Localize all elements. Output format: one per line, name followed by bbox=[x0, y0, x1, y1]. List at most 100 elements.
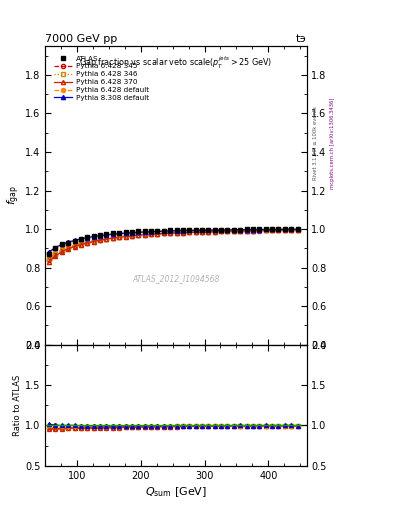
Pythia 6.428 370 bbox=[206, 229, 211, 235]
Pythia 6.428 346 bbox=[47, 256, 51, 262]
Pythia 6.428 370 bbox=[238, 228, 242, 234]
Pythia 6.428 default bbox=[97, 233, 102, 239]
Pythia 6.428 345 bbox=[244, 228, 249, 234]
Pythia 6.428 370 bbox=[149, 231, 153, 238]
Pythia 6.428 default bbox=[187, 227, 192, 233]
Pythia 8.308 default bbox=[168, 228, 173, 234]
Pythia 8.308 default bbox=[130, 230, 134, 236]
Pythia 6.428 346 bbox=[149, 231, 153, 237]
Pythia 6.428 345 bbox=[85, 240, 90, 246]
Pythia 6.428 370 bbox=[123, 233, 128, 240]
Pythia 6.428 346 bbox=[174, 230, 179, 236]
Pythia 6.428 345 bbox=[91, 238, 96, 244]
Pythia 8.308 default bbox=[180, 227, 185, 233]
Pythia 8.308 default bbox=[136, 229, 141, 236]
Pythia 6.428 370 bbox=[117, 234, 121, 241]
Pythia 8.308 default bbox=[193, 227, 198, 233]
Pythia 6.428 346 bbox=[104, 236, 109, 242]
Pythia 6.428 345 bbox=[79, 241, 83, 247]
Pythia 6.428 345 bbox=[219, 228, 224, 234]
Pythia 6.428 345 bbox=[130, 233, 134, 239]
Pythia 6.428 345 bbox=[206, 229, 211, 235]
Pythia 6.428 346 bbox=[244, 227, 249, 233]
Line: Pythia 8.308 default: Pythia 8.308 default bbox=[47, 227, 300, 254]
Pythia 6.428 default bbox=[238, 227, 242, 233]
Legend: ATLAS, Pythia 6.428 345, Pythia 6.428 346, Pythia 6.428 370, Pythia 6.428 defaul: ATLAS, Pythia 6.428 345, Pythia 6.428 34… bbox=[51, 53, 152, 104]
Pythia 6.428 370 bbox=[47, 259, 51, 265]
Pythia 8.308 default bbox=[53, 245, 58, 251]
Pythia 6.428 346 bbox=[59, 247, 64, 253]
Pythia 6.428 370 bbox=[130, 233, 134, 239]
Pythia 8.308 default bbox=[289, 226, 294, 232]
Pythia 6.428 345 bbox=[276, 227, 281, 233]
Pythia 6.428 370 bbox=[187, 229, 192, 236]
Pythia 6.428 345 bbox=[155, 231, 160, 237]
Pythia 6.428 345 bbox=[110, 235, 115, 241]
Pythia 8.308 default bbox=[59, 241, 64, 247]
Pythia 8.308 default bbox=[238, 227, 242, 233]
Pythia 6.428 346 bbox=[91, 238, 96, 244]
Pythia 6.428 346 bbox=[72, 242, 77, 248]
Pythia 6.428 345 bbox=[238, 228, 242, 234]
Pythia 8.308 default bbox=[72, 238, 77, 244]
Pythia 6.428 default bbox=[104, 232, 109, 238]
Pythia 6.428 346 bbox=[212, 228, 217, 234]
Pythia 6.428 346 bbox=[53, 251, 58, 257]
Pythia 6.428 345 bbox=[59, 248, 64, 254]
Pythia 8.308 default bbox=[47, 249, 51, 255]
Pythia 6.428 346 bbox=[79, 241, 83, 247]
Pythia 6.428 default bbox=[283, 226, 287, 232]
Pythia 6.428 default bbox=[149, 229, 153, 235]
Text: Rivet 3.1.10, ≥ 100k events: Rivet 3.1.10, ≥ 100k events bbox=[312, 106, 318, 180]
Pythia 6.428 370 bbox=[225, 228, 230, 234]
Pythia 6.428 345 bbox=[263, 227, 268, 233]
Pythia 8.308 default bbox=[123, 230, 128, 236]
Pythia 6.428 370 bbox=[231, 228, 236, 234]
Pythia 6.428 370 bbox=[193, 229, 198, 235]
Pythia 6.428 default bbox=[200, 227, 204, 233]
Pythia 8.308 default bbox=[85, 234, 90, 241]
Text: ATLAS_2012_I1094568: ATLAS_2012_I1094568 bbox=[132, 274, 220, 284]
Pythia 6.428 370 bbox=[180, 229, 185, 236]
Pythia 6.428 345 bbox=[104, 236, 109, 242]
Pythia 6.428 346 bbox=[257, 227, 262, 233]
Pythia 6.428 346 bbox=[283, 227, 287, 233]
Pythia 8.308 default bbox=[206, 227, 211, 233]
Pythia 6.428 345 bbox=[136, 232, 141, 238]
Pythia 6.428 370 bbox=[295, 227, 300, 233]
Pythia 6.428 370 bbox=[79, 242, 83, 248]
Pythia 8.308 default bbox=[263, 226, 268, 232]
Pythia 8.308 default bbox=[104, 232, 109, 238]
Line: Pythia 6.428 346: Pythia 6.428 346 bbox=[47, 228, 300, 261]
Pythia 6.428 345 bbox=[168, 230, 173, 236]
Line: Pythia 6.428 default: Pythia 6.428 default bbox=[47, 227, 300, 255]
Pythia 8.308 default bbox=[174, 228, 179, 234]
Pythia 6.428 346 bbox=[168, 230, 173, 236]
Pythia 8.308 default bbox=[79, 236, 83, 242]
Pythia 6.428 346 bbox=[110, 234, 115, 241]
Pythia 6.428 370 bbox=[270, 227, 274, 233]
Text: mcplots.cern.ch [arXiv:1306.3436]: mcplots.cern.ch [arXiv:1306.3436] bbox=[330, 98, 335, 189]
Pythia 6.428 default bbox=[212, 227, 217, 233]
Pythia 6.428 default bbox=[59, 242, 64, 248]
Pythia 6.428 345 bbox=[97, 237, 102, 243]
Pythia 6.428 default bbox=[206, 227, 211, 233]
Pythia 6.428 346 bbox=[238, 228, 242, 234]
Pythia 6.428 345 bbox=[289, 227, 294, 233]
Pythia 6.428 345 bbox=[257, 227, 262, 233]
Pythia 6.428 370 bbox=[244, 228, 249, 234]
Pythia 6.428 370 bbox=[53, 253, 58, 259]
Pythia 6.428 370 bbox=[200, 229, 204, 235]
Pythia 8.308 default bbox=[162, 228, 166, 234]
Pythia 6.428 345 bbox=[251, 227, 255, 233]
Pythia 6.428 345 bbox=[149, 231, 153, 238]
Pythia 6.428 default bbox=[193, 227, 198, 233]
Pythia 6.428 346 bbox=[289, 227, 294, 233]
Pythia 6.428 346 bbox=[270, 227, 274, 233]
Pythia 6.428 default bbox=[136, 229, 141, 236]
Pythia 6.428 default bbox=[270, 226, 274, 232]
Pythia 8.308 default bbox=[212, 227, 217, 233]
Pythia 6.428 default bbox=[295, 226, 300, 232]
Pythia 6.428 346 bbox=[187, 229, 192, 235]
Pythia 8.308 default bbox=[244, 227, 249, 233]
